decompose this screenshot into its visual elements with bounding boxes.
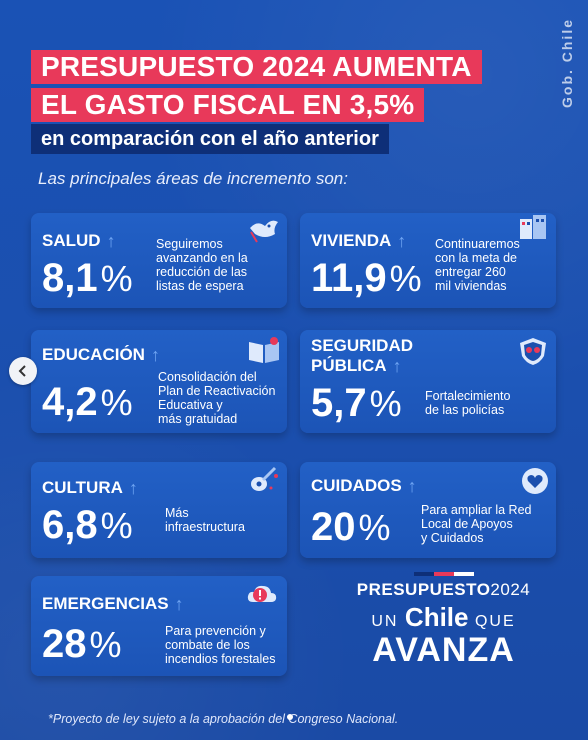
card-description: Continuaremos con la meta de entregar 26… [435,237,520,293]
card-label-text: EDUCACIÓN [42,345,145,364]
increase-arrow-icon: ↑ [407,476,417,496]
card-description: Más infraestructura [165,506,245,534]
card-value-number: 11,9 [311,256,387,300]
percent-sign: % [369,383,402,424]
card-seguridad-publica: SEGURIDAD PÚBLICA ↑ 5,7 % Fortalecimient… [300,330,556,433]
card-label: CULTURA ↑ [42,478,138,498]
card-description: Fortalecimiento de las policías [425,389,511,417]
card-value-number: 4,2 [42,380,98,424]
card-value: 4,2 % [42,381,133,424]
card-value: 20 % [311,506,391,549]
increase-arrow-icon: ↑ [397,231,407,251]
card-label-line1: SEGURIDAD [311,336,414,355]
card-description: Para ampliar la Red Local de Apoyos y Cu… [421,503,532,545]
card-description: Seguiremos avanzando en la reducción de … [156,237,248,293]
card-label: SALUD ↑ [42,231,116,251]
brand-logo: PRESUPUESTO2024 UN Chile QUE AVANZA [356,572,531,667]
card-label-text: VIVIENDA [311,231,392,250]
police-badge-icon [520,338,546,365]
card-educacion: EDUCACIÓN ↑ 4,2 % Consolidación del Plan… [31,330,287,433]
increase-arrow-icon: ↑ [128,478,138,498]
percent-sign: % [89,624,122,665]
card-value: 28 % [42,623,122,666]
percent-sign: % [389,258,422,299]
card-label-text: CULTURA [42,478,123,497]
card-value: 5,7 % [311,382,402,425]
intro-text: Las principales áreas de incremento son: [38,169,348,188]
brand-flag-bar [413,572,474,576]
footnote: *Proyecto de ley sujeto a la aprobación … [48,712,399,726]
carousel-page-indicator[interactable] [287,714,293,720]
side-brand: Gob. Chile [556,18,578,108]
card-label-text: SALUD [42,231,101,250]
card-value: 8,1 % [42,257,133,300]
title-line-1: PRESUPUESTO 2024 AUMENTA [31,50,482,84]
card-label: CUIDADOS ↑ [311,476,417,496]
brand-mid: UN Chile QUE [371,602,516,632]
card-description: Para prevención y combate de los incendi… [165,624,276,666]
card-label: EDUCACIÓN ↑ [42,345,160,365]
side-brand-text: Gob. Chile [559,18,575,108]
card-vivienda: VIVIENDA ↑ 11,9 % Continuaremos con la m… [300,213,556,308]
book-icon [249,337,279,363]
card-value-number: 8,1 [42,256,98,300]
card-value-number: 28 [42,622,87,666]
card-value-number: 6,8 [42,503,98,547]
card-cultura: CULTURA ↑ 6,8 % Más infraestructura [31,462,287,558]
percent-sign: % [100,505,133,546]
alert-cloud-icon [247,585,277,602]
card-emergencias: EMERGENCIAS ↑ 28 % Para prevención y com… [31,576,287,676]
card-label: SEGURIDAD PÚBLICA ↑ [311,336,413,376]
brand-top: PRESUPUESTO2024 [356,580,531,599]
card-value: 6,8 % [42,504,133,547]
buildings-icon [520,215,546,239]
increase-arrow-icon: ↑ [150,345,160,365]
brand-avanza: AVANZA [372,631,515,669]
percent-sign: % [358,507,391,548]
title-line-2: EL GASTO FISCAL EN 3,5% [31,88,425,122]
card-label: VIVIENDA ↑ [311,231,406,251]
chevron-left-icon [18,365,26,377]
increase-arrow-icon: ↑ [106,231,116,251]
card-value-number: 20 [311,505,356,549]
subtitle: en comparación con el año anterior [31,124,389,154]
carousel-prev-button[interactable] [9,357,37,385]
card-label-text: EMERGENCIAS [42,594,169,613]
guitar-icon [251,466,278,491]
care-heart-icon [522,468,548,494]
bird-icon [250,220,278,243]
card-value: 11,9 % [311,257,422,300]
card-value-number: 5,7 [311,381,367,425]
increase-arrow-icon: ↑ [174,594,184,614]
card-cuidados: CUIDADOS ↑ 20 % Para ampliar la Red Loca… [300,462,556,558]
card-salud: SALUD ↑ 8,1 % Seguiremos avanzando en la… [31,213,287,308]
percent-sign: % [100,258,133,299]
increase-arrow-icon: ↑ [392,356,402,376]
card-label: EMERGENCIAS ↑ [42,594,184,614]
percent-sign: % [100,382,133,423]
card-description: Consolidación del Plan de Reactivación E… [158,370,276,426]
card-label-line2: PÚBLICA [311,356,387,375]
card-label-text: CUIDADOS [311,476,402,495]
